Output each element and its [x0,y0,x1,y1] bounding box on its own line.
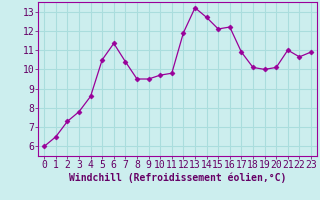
X-axis label: Windchill (Refroidissement éolien,°C): Windchill (Refroidissement éolien,°C) [69,173,286,183]
